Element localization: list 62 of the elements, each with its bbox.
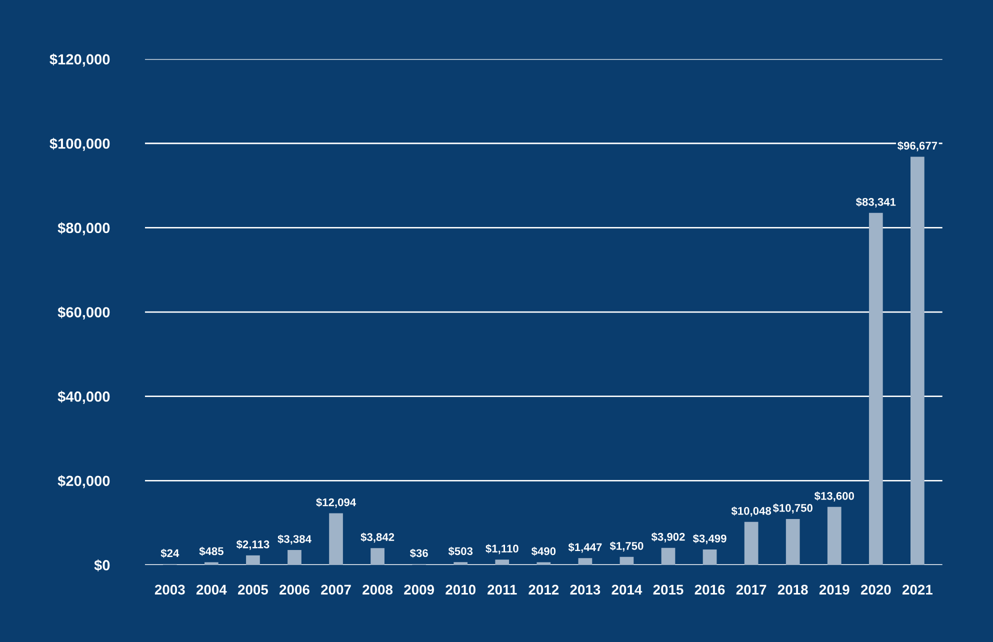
bar <box>578 558 592 565</box>
data-label: $485 <box>199 546 224 556</box>
data-label: $503 <box>448 546 473 556</box>
bar <box>204 562 218 565</box>
x-tick-label: 2010 <box>446 584 476 595</box>
data-label: $3,384 <box>278 534 312 545</box>
x-tick-label: 2011 <box>488 584 517 595</box>
data-label: $1,110 <box>486 544 518 554</box>
bar <box>786 518 800 565</box>
data-label: $13,600 <box>814 492 854 502</box>
data-label: $83,341 <box>856 198 896 208</box>
bar <box>661 548 676 565</box>
y-tick-label: $40,000 <box>58 390 110 404</box>
x-tick-label: 2018 <box>778 584 808 595</box>
data-label: $96,677 <box>898 141 938 152</box>
bar <box>827 506 842 565</box>
data-label: $12,094 <box>316 498 356 508</box>
y-tick-label: $60,000 <box>58 306 110 320</box>
bar <box>744 522 758 565</box>
y-tick-label: $20,000 <box>58 475 110 488</box>
x-tick-label: 2019 <box>819 584 850 595</box>
x-tick-label: 2016 <box>694 584 725 595</box>
data-label: $1,750 <box>610 541 644 552</box>
y-tick-label: $120,000 <box>50 54 110 67</box>
x-tick-label: 2015 <box>653 584 684 595</box>
x-tick-label: 2007 <box>321 584 351 595</box>
x-tick-label: 2003 <box>154 584 185 595</box>
x-tick-label: 2021 <box>902 584 932 595</box>
y-tick-label: $100,000 <box>50 138 110 151</box>
x-tick-label: 2013 <box>570 584 600 595</box>
bar <box>868 212 883 565</box>
bar <box>910 156 924 565</box>
x-tick-label: 2012 <box>528 584 559 595</box>
bar <box>702 550 717 565</box>
data-label: $3,842 <box>360 532 394 543</box>
bar <box>454 562 468 565</box>
data-label: $10,750 <box>772 504 812 514</box>
y-tick-label: $0 <box>94 559 110 572</box>
data-label: $1,447 <box>568 542 602 553</box>
data-label: $24 <box>160 548 180 558</box>
bar <box>370 548 384 565</box>
bar <box>620 556 634 565</box>
bar <box>329 513 343 565</box>
x-tick-label: 2008 <box>362 584 393 595</box>
y-tick-label: $80,000 <box>58 222 110 236</box>
bar <box>495 560 510 565</box>
x-tick-label: 2004 <box>196 584 227 595</box>
data-label: $2,113 <box>236 540 270 550</box>
x-tick-label: 2014 <box>612 584 642 595</box>
data-label: $10,048 <box>731 506 772 516</box>
data-label: $3,499 <box>692 534 726 544</box>
x-tick-label: 2020 <box>860 584 891 595</box>
x-tick-label: 2009 <box>404 584 434 595</box>
x-tick-label: 2005 <box>238 584 268 595</box>
data-label: $3,902 <box>651 532 685 542</box>
bar <box>288 550 302 565</box>
x-tick-label: 2006 <box>280 584 310 595</box>
data-label: $36 <box>410 548 428 558</box>
bar <box>536 562 551 565</box>
x-tick-label: 2017 <box>736 584 766 595</box>
bar <box>246 555 260 565</box>
data-label: $490 <box>531 546 556 556</box>
